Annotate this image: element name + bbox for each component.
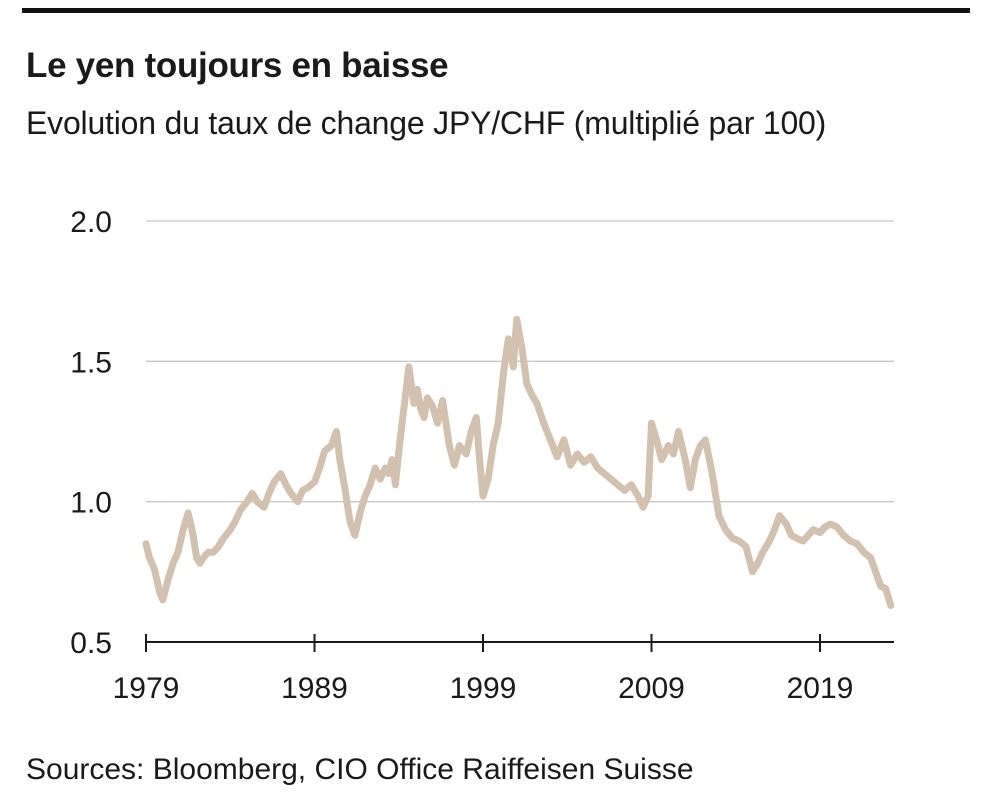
- chart-subtitle: Evolution du taux de change JPY/CHF (mul…: [26, 105, 827, 141]
- chart-title: Le yen toujours en baisse: [26, 46, 449, 85]
- gridlines: [146, 220, 894, 503]
- y-tick-label: 1.0: [70, 487, 112, 520]
- line-chart: 2.0 1.5 1.0 0.5 1979 1989 1999 2009 2019: [70, 206, 895, 705]
- y-tick-label: 2.0: [70, 206, 112, 239]
- x-axis: 1979 1989 1999 2009 2019: [113, 634, 894, 705]
- source-note: Sources: Bloomberg, CIO Office Raiffeise…: [26, 753, 694, 786]
- top-rule: [22, 8, 970, 13]
- x-tick-label: 2009: [618, 672, 685, 705]
- series-line: [142, 315, 895, 609]
- y-tick-label: 1.5: [70, 346, 112, 379]
- y-axis-ticks: 2.0 1.5 1.0 0.5: [70, 206, 112, 660]
- y-tick-label: 0.5: [70, 627, 112, 660]
- series-layer: [142, 315, 895, 609]
- x-tick-label: 1989: [281, 672, 348, 705]
- x-tick-label: 1999: [450, 672, 517, 705]
- x-tick-label: 1979: [113, 672, 180, 705]
- x-tick-label: 2019: [787, 672, 854, 705]
